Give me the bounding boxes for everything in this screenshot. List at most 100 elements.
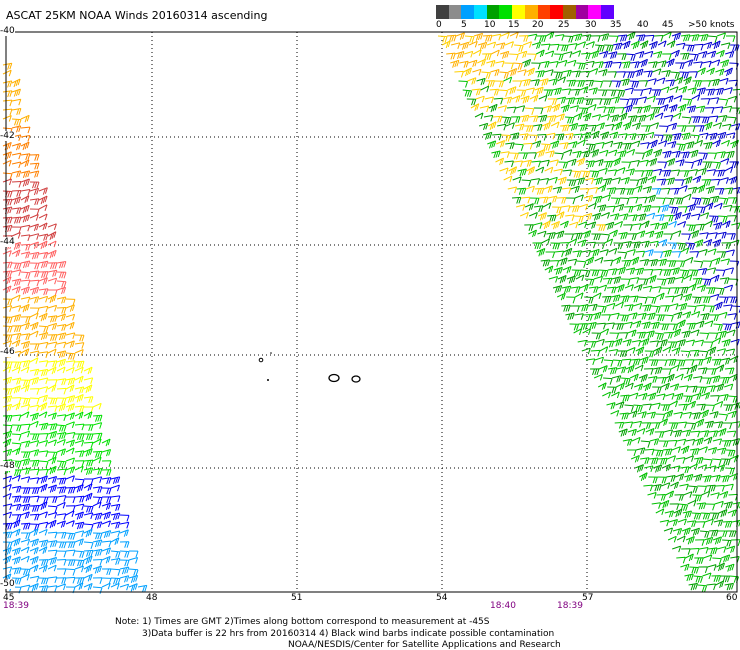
- wind-barb: [47, 540, 58, 548]
- wind-barb: [38, 564, 48, 573]
- wind-barb: [110, 503, 121, 511]
- wind-barb: [723, 304, 733, 312]
- wind-barb: [521, 78, 531, 87]
- wind-barb: [631, 140, 641, 148]
- wind-barb: [656, 278, 667, 286]
- wind-barb: [2, 178, 12, 186]
- wind-barb: [11, 108, 22, 116]
- wind-barb: [693, 575, 703, 583]
- wind-barb: [623, 321, 633, 329]
- wind-barb: [660, 86, 670, 94]
- wind-barb: [601, 314, 611, 321]
- wind-barb: [561, 285, 572, 294]
- wind-barb: [636, 427, 646, 435]
- wind-barb: [700, 98, 711, 105]
- wind-barb: [726, 132, 736, 140]
- wind-barb: [56, 403, 66, 412]
- wind-barb: [689, 448, 700, 456]
- wind-barb: [625, 71, 635, 79]
- wind-barb: [678, 503, 689, 512]
- wind-barb: [677, 220, 687, 228]
- wind-barb: [655, 314, 665, 322]
- wind-barb: [616, 366, 627, 374]
- wind-barb: [20, 126, 31, 134]
- wind-barb: [639, 472, 648, 482]
- wind-barb: [688, 485, 698, 493]
- wind-barb: [74, 495, 85, 503]
- wind-barb: [599, 149, 609, 157]
- wind-barb: [659, 222, 669, 230]
- wind-barb: [609, 332, 620, 340]
- wind-barb: [667, 535, 677, 543]
- wind-barb: [499, 167, 509, 175]
- wind-barb: [563, 247, 573, 257]
- wind-barb: [702, 377, 712, 385]
- wind-barb: [641, 105, 651, 113]
- wind-barb: [527, 53, 537, 61]
- wind-barb: [507, 186, 518, 194]
- wind-barb: [56, 350, 67, 359]
- wind-barb: [731, 222, 740, 230]
- wind-barb: [670, 267, 680, 276]
- wind-barb: [731, 539, 740, 546]
- wind-barb: [695, 539, 705, 546]
- wind-barb: [509, 152, 519, 160]
- wind-barb: [92, 539, 103, 548]
- wind-barb: [672, 133, 682, 141]
- wind-barb: [624, 188, 635, 195]
- wind-barb: [29, 513, 40, 521]
- wind-barb: [714, 87, 724, 96]
- wind-barb: [38, 501, 48, 511]
- wind-barb: [2, 366, 12, 373]
- wind-barb: [657, 377, 667, 384]
- wind-barb: [101, 547, 111, 555]
- wind-barb: [2, 448, 13, 457]
- wind-barb: [698, 152, 708, 160]
- wind-barb: [20, 333, 31, 341]
- wind-barb: [690, 548, 700, 555]
- wind-barb: [712, 139, 721, 148]
- wind-barb: [561, 304, 571, 312]
- wind-barb: [20, 204, 30, 214]
- wind-barb: [551, 103, 561, 113]
- wind-barb: [20, 303, 30, 313]
- legend-swatch: [499, 5, 513, 19]
- wind-barb: [667, 122, 678, 131]
- wind-barb: [492, 115, 503, 123]
- wind-barb: [640, 240, 650, 248]
- wind-barb: [658, 239, 668, 247]
- wind-barb: [673, 311, 683, 319]
- wind-barb: [29, 312, 39, 320]
- wind-barb: [566, 179, 577, 187]
- wind-barb: [543, 89, 554, 97]
- wind-barb: [627, 329, 637, 337]
- wind-barb: [647, 275, 657, 284]
- wind-barb: [56, 577, 67, 584]
- wind-barb: [458, 80, 468, 88]
- wind-barb: [732, 501, 740, 509]
- wind-barb: [688, 385, 698, 393]
- wind-barb: [727, 410, 737, 419]
- wind-barb: [720, 475, 730, 483]
- wind-barb: [38, 295, 49, 303]
- wind-barb: [640, 337, 650, 347]
- wind-barb: [47, 439, 57, 447]
- wind-barb: [561, 88, 572, 96]
- wind-barb: [92, 414, 103, 422]
- wind-barb: [642, 186, 652, 194]
- wind-barb: [537, 134, 547, 141]
- wind-barb: [65, 559, 76, 567]
- wind-barb: [509, 31, 519, 39]
- wind-barb: [92, 432, 103, 440]
- wind-barb: [2, 141, 12, 151]
- wind-barb: [644, 465, 654, 472]
- wind-barb: [529, 94, 539, 103]
- wind-barb: [687, 186, 698, 194]
- wind-barb: [663, 429, 673, 436]
- wind-barb: [576, 260, 587, 268]
- wind-barb: [47, 262, 58, 270]
- wind-barb: [635, 34, 646, 42]
- wind-barb: [667, 440, 678, 447]
- wind-barb: [535, 49, 545, 58]
- wind-barb: [697, 67, 706, 76]
